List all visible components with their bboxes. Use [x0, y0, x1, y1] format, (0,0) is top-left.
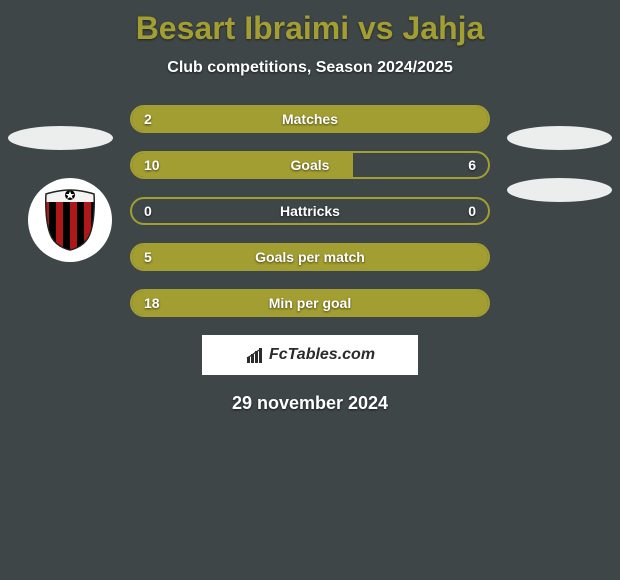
date-text: 29 november 2024	[0, 393, 620, 414]
stat-bar: 2 Matches	[130, 105, 490, 133]
club-badge	[28, 178, 112, 262]
stat-value-left: 5	[144, 249, 152, 265]
stat-label: Min per goal	[269, 295, 351, 311]
chart-icon	[245, 346, 265, 364]
player-right-placeholder-1	[507, 126, 612, 150]
stat-bar: 0 Hattricks 0	[130, 197, 490, 225]
stat-bar: 5 Goals per match	[130, 243, 490, 271]
stats-container: 2 Matches 10 Goals 6 0 Hattricks 0 5 Goa…	[130, 105, 490, 317]
stat-label: Goals per match	[255, 249, 365, 265]
stat-value-left: 2	[144, 111, 152, 127]
stat-label: Matches	[282, 111, 338, 127]
stat-bar: 18 Min per goal	[130, 289, 490, 317]
stat-value-right: 0	[468, 203, 476, 219]
page-subtitle: Club competitions, Season 2024/2025	[0, 59, 620, 77]
watermark-text: FcTables.com	[269, 346, 375, 364]
player-left-placeholder	[8, 126, 113, 150]
stat-value-right: 6	[468, 157, 476, 173]
stat-bar: 10 Goals 6	[130, 151, 490, 179]
page-title: Besart Ibraimi vs Jahja	[0, 0, 620, 47]
stat-value-left: 18	[144, 295, 160, 311]
shield-icon	[42, 188, 98, 252]
player-right-placeholder-2	[507, 178, 612, 202]
stat-value-left: 10	[144, 157, 160, 173]
watermark: FcTables.com	[202, 335, 418, 375]
stat-label: Goals	[291, 157, 330, 173]
stat-value-left: 0	[144, 203, 152, 219]
stat-label: Hattricks	[280, 203, 340, 219]
